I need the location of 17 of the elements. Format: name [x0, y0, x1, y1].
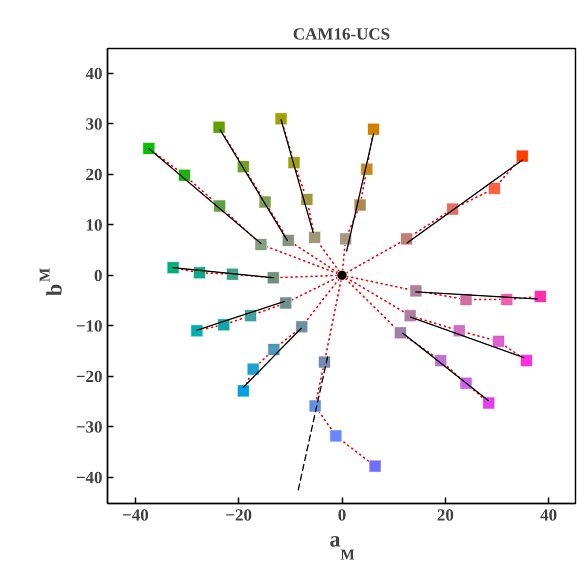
x-axis-title: aM — [330, 526, 355, 564]
y-tick-label: 20 — [86, 165, 102, 184]
x-tick-label: −20 — [225, 506, 252, 524]
x-tick-label: 20 — [436, 506, 454, 524]
y-tick-label: −30 — [76, 418, 102, 437]
y-axis-title: bM — [38, 268, 66, 296]
y-tick-label: −20 — [76, 367, 102, 386]
x-tick-label: 0 — [338, 506, 346, 524]
y-tick-label: 40 — [86, 64, 102, 84]
chart-title: CAM16-UCS — [292, 24, 390, 44]
y-tick-label: −10 — [76, 316, 102, 336]
y-tick-label: 0 — [94, 266, 102, 286]
x-tick-label: −40 — [122, 506, 149, 524]
x-tick-label: 40 — [540, 506, 558, 524]
y-tick-label: 10 — [86, 216, 102, 235]
y-tick-label: −40 — [76, 468, 102, 488]
y-tick-label: 30 — [86, 114, 102, 134]
